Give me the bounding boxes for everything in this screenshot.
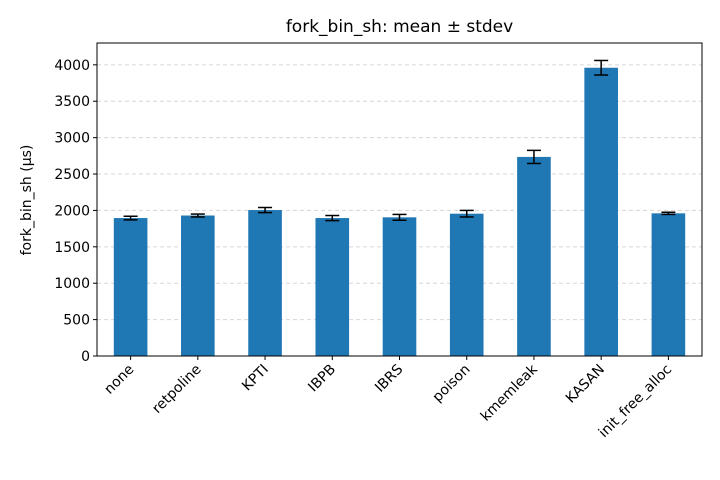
bar-init_free_alloc [651,213,686,356]
chart-title: fork_bin_sh: mean ± stdev [286,17,513,37]
x-tick-label: IBPB [305,362,339,396]
bars [113,67,686,356]
x-tick-label: retpoline [149,362,204,417]
error-bars [123,59,676,222]
bar-poison [449,213,484,356]
y-tick-label: 3500 [54,94,90,110]
bar-IBPB [315,218,350,356]
x-tick-label: KASAN [563,362,608,407]
bar-KPTI [248,210,282,356]
y-tick-label: 2500 [54,167,90,183]
x-tick-label: KPTI [239,362,272,395]
x-tick-label: IBRS [372,361,406,395]
y-tick-label: 0 [81,349,90,365]
y-tick-label: 3000 [54,131,90,147]
x-tick-label: kmemleak [478,361,542,425]
y-axis-label: fork_bin_sh (µs) [19,145,35,256]
bar-retpoline [181,215,215,356]
x-tick-label: init_free_alloc [596,362,675,441]
y-tick-label: 1000 [54,276,90,292]
bar-kmemleak [517,156,551,356]
bar-IBRS [382,217,417,356]
x-tick-label: poison [430,362,474,406]
y-tick-label: 2000 [54,203,90,219]
y-axis: 0 500 1000 1500 2000 2500 3000 3500 4000 [54,58,97,365]
y-tick-label: 500 [63,313,90,329]
y-tick-label: 1500 [54,240,90,256]
bar-KASAN [584,67,618,356]
y-tick-label: 4000 [54,58,90,74]
x-tick-label: none [101,362,137,398]
bar-none [113,218,148,356]
x-axis: none retpoline KPTI IBPB IBRS poison kmemleak K… [101,356,675,441]
